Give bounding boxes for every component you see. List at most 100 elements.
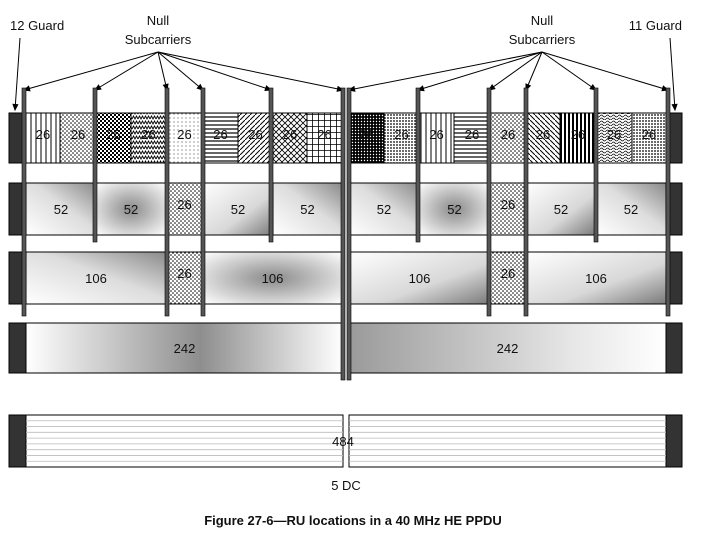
- ru-label: 26: [177, 197, 191, 212]
- ru-label: 26: [501, 266, 515, 281]
- ru-label: 26: [213, 127, 227, 142]
- arrow-line: [525, 51, 543, 91]
- ru-cell: [95, 112, 132, 164]
- null-subcarrier-bar: [346, 87, 352, 381]
- ru-label: 52: [300, 202, 314, 217]
- ru-cell: [59, 112, 97, 164]
- arrow-line: [157, 51, 272, 91]
- null-subcarrier-bar: [593, 87, 599, 243]
- null-subcarrier-arrows: [12, 37, 678, 112]
- ru-label: 26: [36, 127, 50, 142]
- ru-label: 26: [465, 127, 479, 142]
- ru484-half: [25, 414, 344, 468]
- guard-right-block: [665, 322, 683, 374]
- ru-label: 242: [174, 341, 196, 356]
- ru-label: 52: [54, 202, 68, 217]
- ru-cell: [202, 182, 274, 236]
- null-subcarrier-bars: [21, 87, 671, 381]
- null-subcarrier-bar: [415, 87, 421, 243]
- ru-cell: [418, 112, 455, 164]
- ru-label: 26: [607, 127, 621, 142]
- row-ru106: 106 26 106 106 26 106: [8, 251, 683, 305]
- null-subcarrier-bar: [486, 87, 492, 317]
- ru-label: 484: [332, 434, 354, 449]
- guard-right-label: 11 Guard: [629, 18, 682, 33]
- arrow-line: [23, 51, 159, 91]
- ru-label: 106: [85, 271, 107, 286]
- row-ru242: 242 242: [8, 322, 683, 374]
- ru-cell: [631, 112, 667, 164]
- ru-label: 26: [177, 127, 191, 142]
- null-subcarrier-bar: [200, 87, 206, 317]
- ru484-half: [348, 414, 667, 468]
- ru-label: 52: [377, 202, 391, 217]
- null-subcarrier-bar: [340, 87, 346, 381]
- ru-label: 26: [571, 127, 585, 142]
- ru-label: 52: [231, 202, 245, 217]
- ru-cell: [25, 112, 61, 164]
- ru-label: 106: [262, 271, 284, 286]
- ru-label: 26: [429, 127, 443, 142]
- arrow-head: [671, 103, 678, 112]
- ru-label: 26: [359, 127, 373, 142]
- null-left-label-line2: Subcarriers: [125, 32, 192, 47]
- ru-cell: [418, 182, 491, 236]
- ru-label: 26: [642, 127, 656, 142]
- ru-label: 26: [283, 127, 297, 142]
- arrow-line: [157, 51, 204, 91]
- ru-label: 26: [71, 127, 85, 142]
- guard-right-block: [665, 414, 683, 468]
- ru-cell: [525, 112, 561, 164]
- arrow-line: [94, 51, 159, 91]
- ru-cell: [130, 112, 167, 164]
- null-subcarrier-bar: [523, 87, 529, 317]
- ru-cell: [383, 112, 420, 164]
- ru-label: 26: [501, 127, 515, 142]
- arrow-line: [669, 37, 676, 111]
- arrow-line: [417, 51, 543, 91]
- ru-cell: [272, 182, 343, 236]
- null-left-label-line1: Null: [147, 13, 170, 28]
- guard-left-block: [8, 414, 27, 468]
- ru-label: 106: [409, 271, 431, 286]
- ru-label: 26: [394, 127, 408, 142]
- guard-left-label: 12 Guard: [10, 18, 64, 33]
- arrow-line: [157, 51, 168, 91]
- ru-label: 52: [124, 202, 138, 217]
- ru-cell: [525, 251, 667, 305]
- guard-left-block: [8, 322, 27, 374]
- arrow-line: [157, 51, 344, 91]
- null-right-label-line1: Null: [531, 13, 554, 28]
- ru-label: 26: [177, 266, 191, 281]
- arrow-line: [14, 37, 21, 111]
- null-subcarrier-bar: [21, 87, 27, 317]
- ru-cell: [237, 112, 274, 164]
- ru-label: 26: [106, 127, 120, 142]
- null-subcarrier-bar: [665, 87, 671, 317]
- ru-label: 52: [624, 202, 638, 217]
- ru-label: 52: [554, 202, 568, 217]
- null-subcarrier-bar: [92, 87, 98, 243]
- ru-cell: [348, 251, 491, 305]
- ru-label: 26: [141, 127, 155, 142]
- ru-label: 26: [317, 127, 331, 142]
- dc-label: 5 DC: [331, 478, 361, 493]
- arrow-head: [12, 103, 19, 112]
- ru-cell: [165, 182, 204, 236]
- ru-cell: [453, 112, 491, 164]
- row-ru52: 52 52 26 52 52 52 52 26 52 52: [8, 182, 683, 236]
- row-ru484: 484: [8, 414, 683, 468]
- ru-label: 52: [447, 202, 461, 217]
- ru-label: 26: [536, 127, 550, 142]
- arrow-line: [541, 51, 597, 91]
- row-ru26: 26 26 26 26 26 26 26 26 26 26 26 26 26 26 26 26 26 26: [8, 112, 683, 164]
- ru-cell: [202, 112, 239, 164]
- ru-cell: [165, 251, 204, 305]
- null-subcarrier-bar: [268, 87, 274, 243]
- ru-label: 26: [501, 197, 515, 212]
- ru-cell: [348, 112, 385, 164]
- arrow-line: [348, 51, 543, 91]
- arrow-line: [488, 51, 543, 91]
